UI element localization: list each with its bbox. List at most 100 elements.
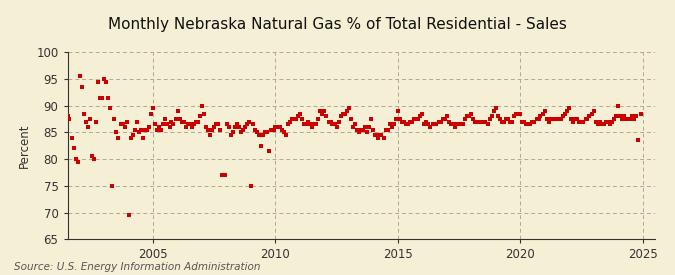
Point bbox=[99, 77, 109, 81]
Point bbox=[509, 114, 520, 119]
Point bbox=[417, 111, 428, 116]
Point bbox=[225, 133, 236, 137]
Point bbox=[335, 114, 346, 119]
Point bbox=[429, 122, 440, 127]
Point bbox=[90, 120, 101, 124]
Point bbox=[182, 122, 193, 127]
Point bbox=[462, 114, 472, 119]
Point bbox=[535, 114, 546, 119]
Point bbox=[244, 120, 254, 124]
Point bbox=[496, 120, 507, 124]
Point bbox=[227, 130, 238, 134]
Point bbox=[356, 128, 367, 132]
Point bbox=[474, 120, 485, 124]
Point bbox=[107, 184, 117, 188]
Point bbox=[223, 125, 234, 129]
Point bbox=[174, 117, 185, 121]
Point bbox=[376, 133, 387, 137]
Point bbox=[541, 117, 552, 121]
Point bbox=[419, 122, 430, 127]
Point bbox=[495, 117, 506, 121]
Point bbox=[441, 114, 452, 119]
Point bbox=[588, 109, 599, 113]
Point bbox=[386, 125, 397, 129]
Point bbox=[299, 122, 310, 127]
Point bbox=[92, 79, 103, 84]
Point bbox=[403, 122, 414, 127]
Point bbox=[250, 128, 261, 132]
Point bbox=[190, 120, 201, 124]
Point bbox=[333, 120, 344, 124]
Point bbox=[122, 120, 132, 124]
Point bbox=[560, 111, 570, 116]
Point bbox=[284, 120, 295, 124]
Point bbox=[599, 122, 610, 127]
Point bbox=[160, 117, 171, 121]
Point bbox=[319, 109, 330, 113]
Point bbox=[358, 128, 369, 132]
Point bbox=[76, 85, 87, 89]
Point bbox=[619, 114, 630, 119]
Point bbox=[290, 117, 301, 121]
Point bbox=[154, 125, 165, 129]
Point bbox=[574, 120, 585, 124]
Point bbox=[519, 120, 530, 124]
Point bbox=[448, 122, 458, 127]
Point bbox=[221, 122, 232, 127]
Point bbox=[64, 117, 75, 121]
Point bbox=[242, 122, 252, 127]
Point bbox=[56, 130, 67, 134]
Point bbox=[490, 106, 501, 111]
Point bbox=[168, 122, 179, 127]
Point bbox=[578, 120, 589, 124]
Point bbox=[584, 114, 595, 119]
Point bbox=[593, 122, 603, 127]
Point bbox=[625, 117, 636, 121]
Point bbox=[411, 117, 422, 121]
Point bbox=[213, 122, 224, 127]
Point bbox=[194, 114, 205, 119]
Point bbox=[525, 122, 536, 127]
Point bbox=[52, 120, 63, 124]
Point bbox=[350, 122, 360, 127]
Point bbox=[344, 106, 354, 111]
Point bbox=[211, 122, 221, 127]
Point bbox=[576, 120, 587, 124]
Point bbox=[205, 133, 215, 137]
Point bbox=[292, 114, 303, 119]
Point bbox=[296, 117, 307, 121]
Point bbox=[84, 117, 95, 121]
Point bbox=[126, 136, 136, 140]
Point bbox=[454, 122, 464, 127]
Text: Monthly Nebraska Natural Gas % of Total Residential - Sales: Monthly Nebraska Natural Gas % of Total … bbox=[108, 16, 567, 32]
Point bbox=[633, 138, 644, 143]
Point bbox=[184, 122, 195, 127]
Point bbox=[601, 120, 612, 124]
Point bbox=[105, 106, 115, 111]
Point bbox=[172, 109, 183, 113]
Point bbox=[260, 130, 271, 134]
Point bbox=[142, 128, 153, 132]
Point bbox=[86, 154, 97, 159]
Point bbox=[254, 133, 265, 137]
Point bbox=[543, 120, 554, 124]
Point bbox=[268, 128, 279, 132]
Point bbox=[392, 109, 403, 113]
Point bbox=[533, 117, 544, 121]
Point bbox=[384, 122, 395, 127]
Point bbox=[594, 120, 605, 124]
Point bbox=[566, 117, 576, 121]
Point bbox=[562, 109, 572, 113]
Point bbox=[248, 122, 259, 127]
Point bbox=[421, 120, 432, 124]
Point bbox=[274, 125, 285, 129]
Point bbox=[162, 122, 173, 127]
Point bbox=[406, 120, 417, 124]
Point bbox=[82, 125, 93, 129]
Point bbox=[288, 117, 299, 121]
Point bbox=[468, 117, 479, 121]
Point bbox=[54, 111, 65, 116]
Point bbox=[134, 130, 144, 134]
Point bbox=[124, 213, 134, 218]
Point bbox=[617, 117, 628, 121]
